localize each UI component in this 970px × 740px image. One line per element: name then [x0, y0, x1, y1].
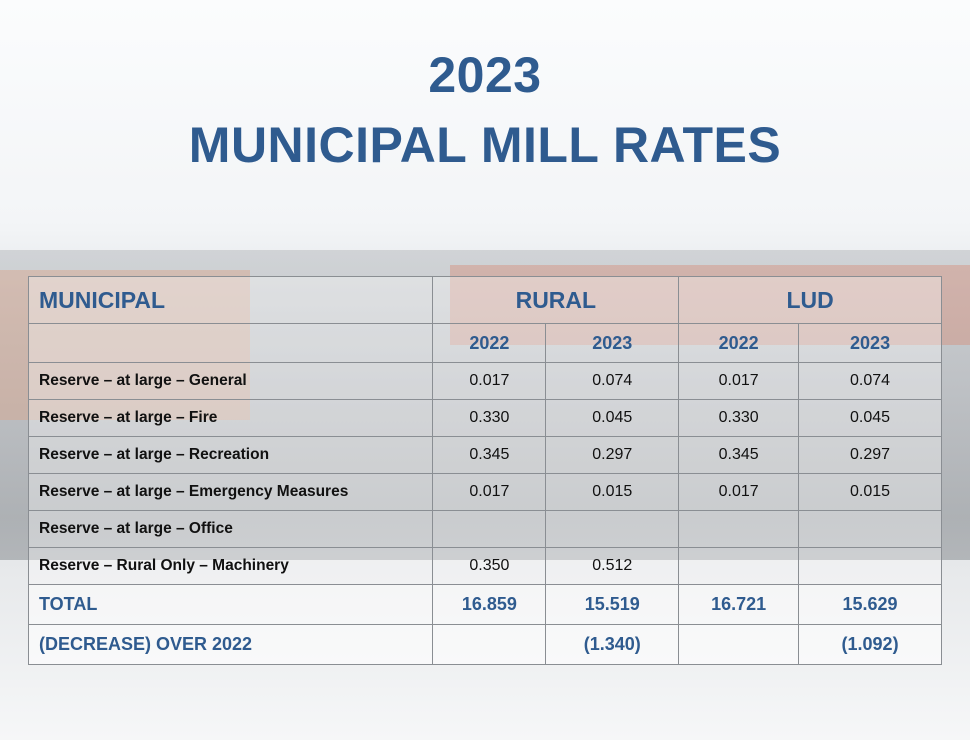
total-row: TOTAL 16.859 15.519 16.721 15.629: [27, 584, 942, 625]
row-value: 0.330: [432, 399, 547, 437]
total-value: 16.859: [432, 584, 547, 625]
row-value: 0.074: [545, 362, 680, 400]
row-value: 0.512: [545, 547, 680, 585]
year-header: 2023: [798, 323, 942, 363]
year-header: 2023: [545, 323, 680, 363]
row-value: [545, 510, 680, 548]
row-value: 0.045: [798, 399, 942, 437]
row-value: [678, 547, 800, 585]
decrease-value: (1.092): [798, 624, 942, 665]
decrease-row: (DECREASE) OVER 2022 (1.340) (1.092): [27, 624, 942, 665]
row-value: [432, 510, 547, 548]
row-value: 0.345: [432, 436, 547, 474]
year-row: 2022 2023 2022 2023: [27, 323, 942, 363]
page-title: MUNICIPAL MILL RATES: [188, 117, 782, 173]
row-value: 0.074: [798, 362, 942, 400]
year-header: 2022: [432, 323, 547, 363]
title-year: 2023: [428, 47, 542, 103]
table-row: Reserve – Rural Only – Machinery 0.350 0.5…: [27, 547, 942, 585]
row-value: 0.297: [798, 436, 942, 474]
header-municipal: MUNICIPAL: [27, 276, 434, 324]
table-row: Reserve – at large – Emergency Measures 0…: [27, 473, 942, 511]
row-label: Reserve – at large – Recreation: [27, 436, 434, 474]
row-label: Reserve – Rural Only – Machinery: [27, 547, 434, 585]
row-value: 0.017: [432, 362, 547, 400]
header-rural: RURAL: [432, 276, 680, 324]
total-value: 15.629: [798, 584, 942, 625]
row-value: 0.345: [678, 436, 800, 474]
table-row: Reserve – at large – Office: [27, 510, 942, 548]
decrease-value: (1.340): [545, 624, 680, 665]
row-label: Reserve – at large – Office: [27, 510, 434, 548]
row-label: Reserve – at large – Emergency Measures: [27, 473, 434, 511]
decrease-label: (DECREASE) OVER 2022: [27, 624, 434, 665]
total-value: 16.721: [678, 584, 800, 625]
row-label: Reserve – at large – Fire: [27, 399, 434, 437]
row-value: 0.015: [798, 473, 942, 511]
table-row: Reserve – at large – Fire 0.330 0.045 0.330…: [27, 399, 942, 437]
header-lud: LUD: [678, 276, 942, 324]
table-header-row: MUNICIPAL RURAL LUD: [27, 276, 942, 324]
empty-cell: [27, 323, 434, 363]
decrease-value: [678, 624, 800, 665]
row-value: 0.330: [678, 399, 800, 437]
row-value: 0.350: [432, 547, 547, 585]
decrease-value: [432, 624, 547, 665]
row-value: 0.015: [545, 473, 680, 511]
mill-rates-table: MUNICIPAL RURAL LUD 2022 2023 2022 2023 …: [27, 276, 942, 665]
total-value: 15.519: [545, 584, 680, 625]
row-label: Reserve – at large – General: [27, 362, 434, 400]
table-row: Reserve – at large – Recreation 0.345 0.29…: [27, 436, 942, 474]
total-label: TOTAL: [27, 584, 434, 625]
row-value: 0.297: [545, 436, 680, 474]
table-row: Reserve – at large – General 0.017 0.074 0.…: [27, 362, 942, 400]
row-value: 0.045: [545, 399, 680, 437]
row-value: 0.017: [678, 362, 800, 400]
row-value: 0.017: [432, 473, 547, 511]
row-value: [798, 547, 942, 585]
row-value: 0.017: [678, 473, 800, 511]
row-value: [798, 510, 942, 548]
row-value: [678, 510, 800, 548]
year-header: 2022: [678, 323, 800, 363]
